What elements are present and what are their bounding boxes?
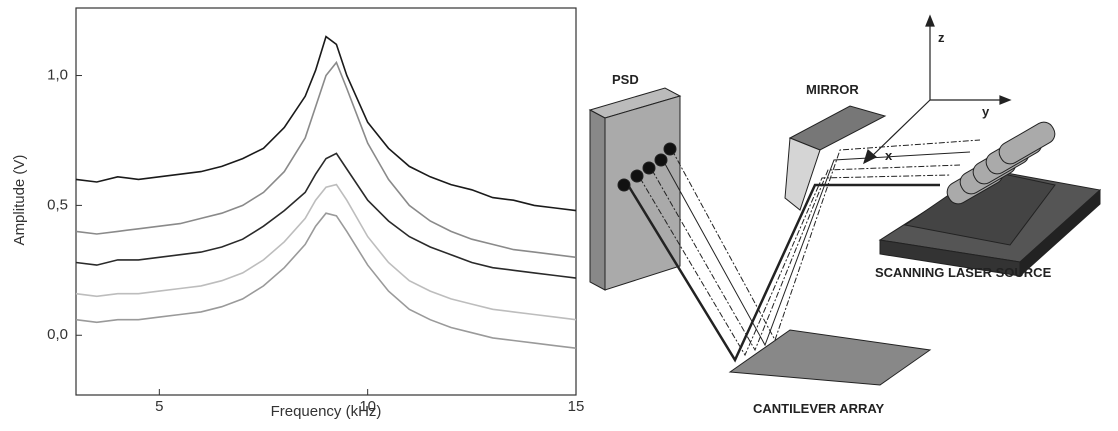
z-label: z bbox=[938, 30, 945, 45]
psd-side bbox=[589, 109, 606, 291]
x-axis-label: Frequency (kHz) bbox=[271, 403, 382, 420]
mirror-face bbox=[784, 137, 821, 211]
plot-frame bbox=[75, 7, 577, 396]
y-tick-label: 1,0 bbox=[47, 66, 68, 83]
series-line bbox=[75, 212, 577, 349]
chart: Frequency (kHz) Amplitude (V) 5 10 15 0,0 0,… bbox=[11, 7, 585, 420]
mirror-label: MIRROR bbox=[806, 82, 859, 97]
x-tick-label: 10 bbox=[359, 398, 376, 415]
psd-front bbox=[604, 95, 681, 291]
y-axis-label: Amplitude (V) bbox=[11, 155, 28, 246]
x-tick-label: 15 bbox=[568, 398, 585, 415]
series-line bbox=[75, 183, 577, 321]
series-line bbox=[75, 152, 577, 279]
cantilever-plate bbox=[728, 329, 932, 386]
diagram: PSD MIRROR z y x SCANNING LASER SOURCE C… bbox=[588, 14, 1102, 416]
laser-label: SCANNING LASER SOURCE bbox=[875, 265, 1052, 280]
beams bbox=[626, 139, 981, 363]
y-label: y bbox=[982, 104, 990, 119]
x-tick-label: 5 bbox=[155, 398, 163, 415]
y-tick-label: 0,0 bbox=[47, 326, 68, 343]
spots bbox=[617, 142, 677, 192]
psd-label: PSD bbox=[612, 72, 639, 87]
cantilever-label: CANTILEVER ARRAY bbox=[753, 401, 885, 416]
y-tick-label: 0,5 bbox=[47, 196, 68, 213]
x-label: x bbox=[885, 148, 893, 163]
series-line bbox=[75, 60, 577, 259]
laser-base-side bbox=[1019, 188, 1101, 278]
series-line bbox=[75, 35, 577, 212]
laser-cylinders bbox=[946, 121, 1056, 205]
axes-arrows bbox=[863, 14, 1012, 165]
